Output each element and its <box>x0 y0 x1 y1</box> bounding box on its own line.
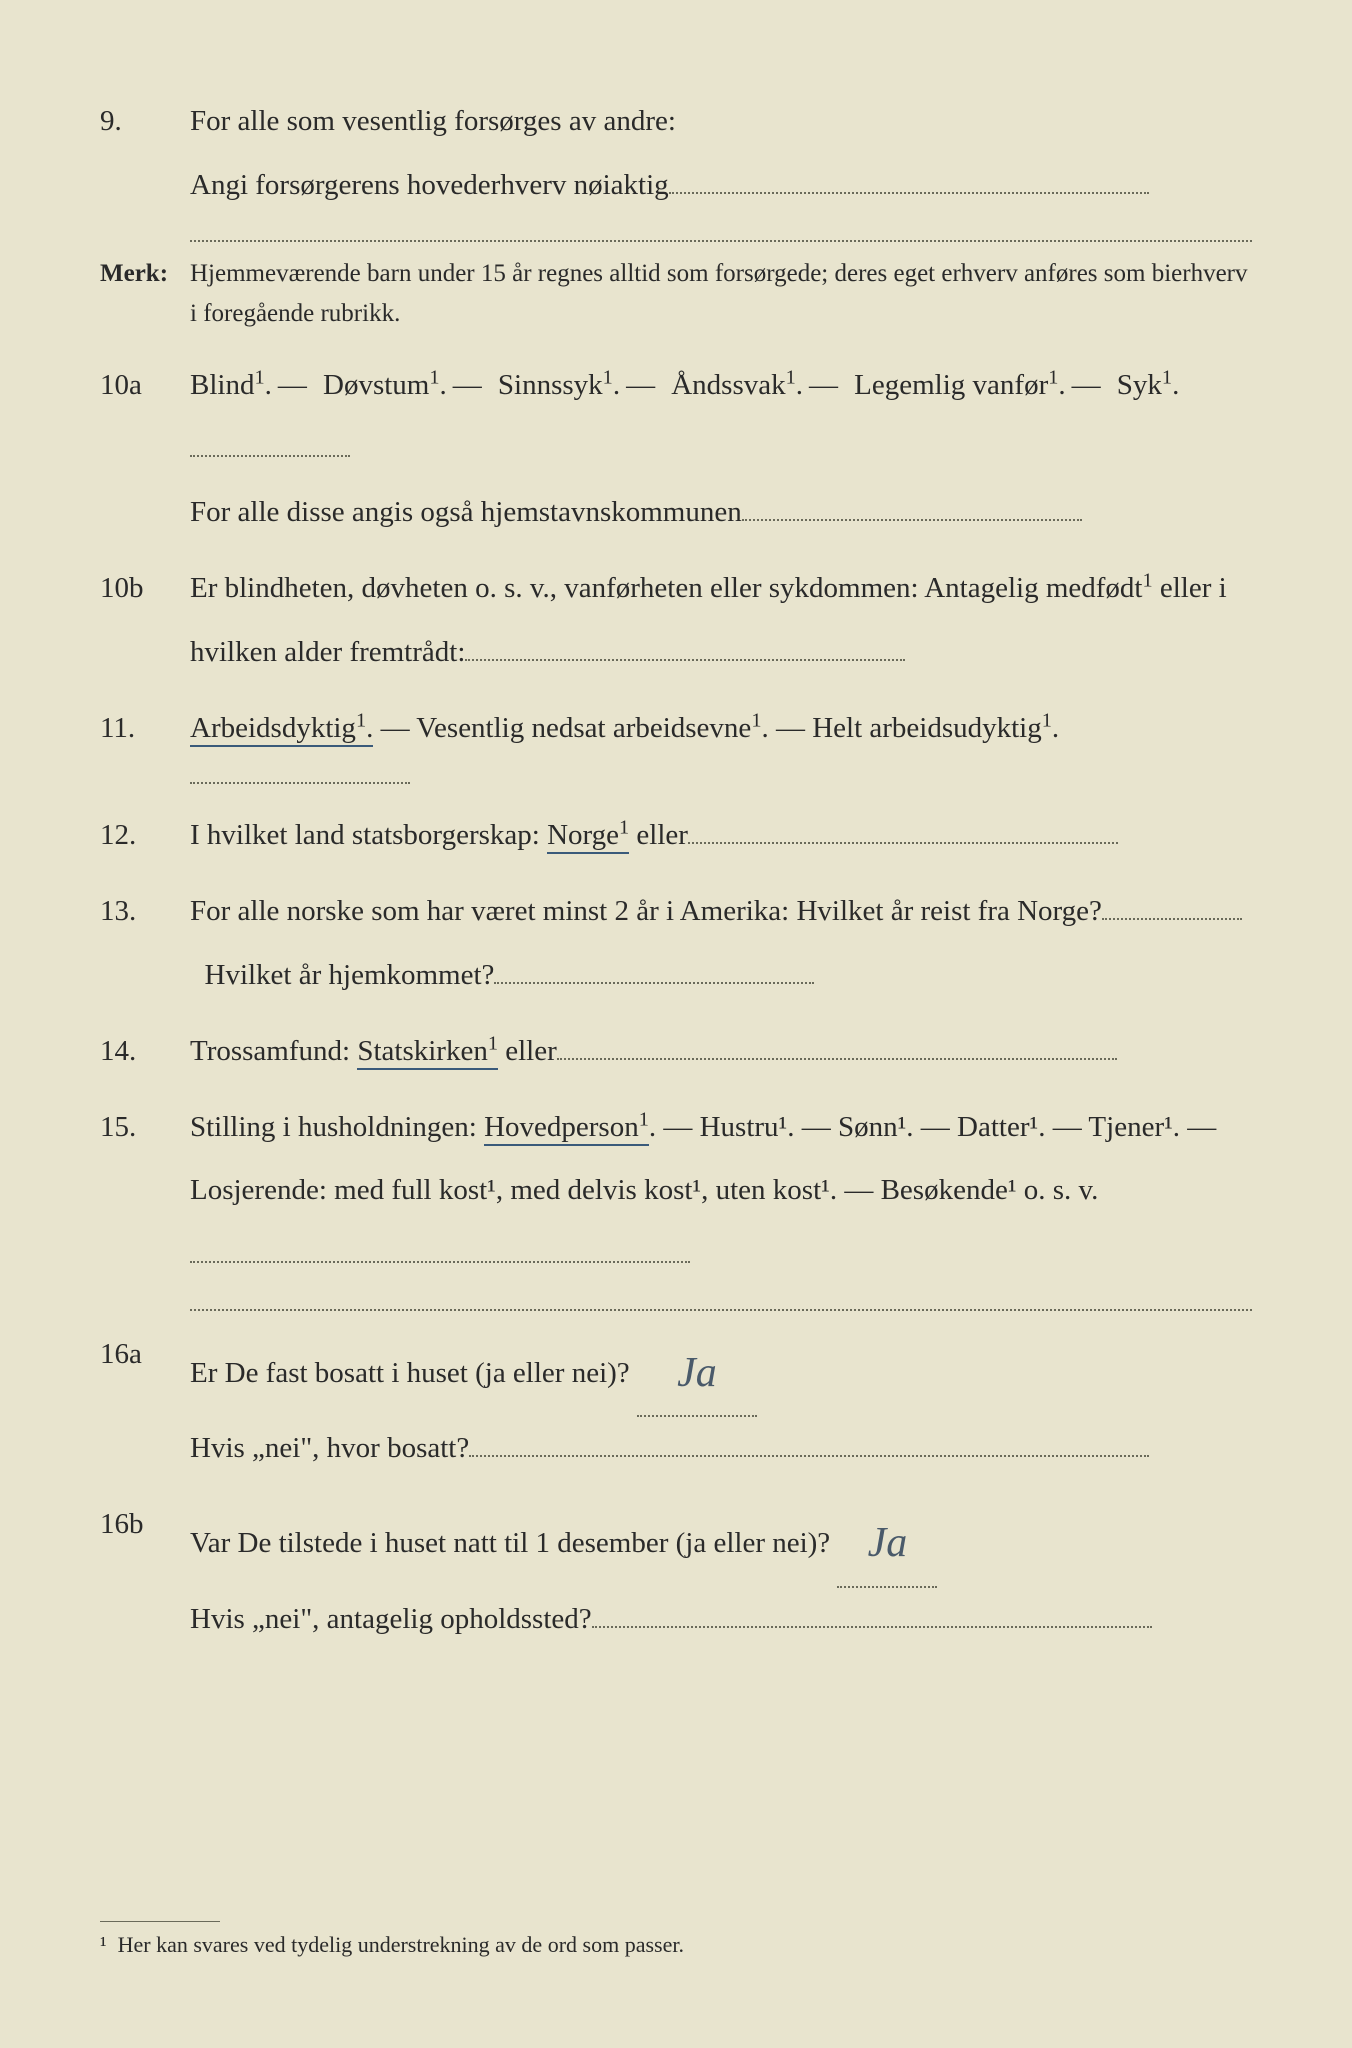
q16b-text2: Hvis „nei", antagelig opholdssted? <box>190 1603 592 1635</box>
question-11: 11. Arbeidsdyktig1. — Vesentlig nedsat a… <box>100 697 1252 761</box>
question-10a: 10a Blind1.— Døvstum1.— Sinnssyk1.— Ånds… <box>100 354 1252 545</box>
q16a-answer-field[interactable]: Ja <box>637 1323 757 1417</box>
q11-opt-arbeidsdyktig[interactable]: Arbeidsdyktig1. <box>190 712 373 747</box>
question-15: 15. Stilling i husholdningen: Hovedperso… <box>100 1096 1252 1287</box>
q13-text1: For alle norske som har været minst 2 år… <box>190 895 1102 927</box>
q16b-text1: Var De tilstede i huset natt til 1 desem… <box>190 1527 830 1559</box>
q12-text2: eller <box>636 819 688 851</box>
merk-text: Hjemmeværende barn under 15 år regnes al… <box>190 254 1252 334</box>
q16a-answer: Ja <box>677 1327 717 1419</box>
q9-blank[interactable] <box>669 192 1149 194</box>
q9-number: 9. <box>100 90 190 218</box>
q13-blank1[interactable] <box>1102 918 1242 920</box>
q10a-content: Blind1.— Døvstum1.— Sinnssyk1.— Åndssvak… <box>190 354 1252 545</box>
q10a-opt-vanfor[interactable]: Legemlig vanfør1. <box>854 369 1065 401</box>
question-14: 14. Trossamfund: Statskirken1 eller <box>100 1020 1252 1084</box>
q13-number: 13. <box>100 880 190 1008</box>
q10b-text1: Er blindheten, døvheten o. s. v., vanfør… <box>190 572 1142 604</box>
q13-content: For alle norske som har været minst 2 år… <box>190 880 1252 1008</box>
q10a-line3: For alle disse angis også hjemstavnskomm… <box>190 496 742 528</box>
q11-content: Arbeidsdyktig1. — Vesentlig nedsat arbei… <box>190 697 1252 761</box>
q14-blank[interactable] <box>557 1058 1117 1060</box>
q16a-content: Er De fast bosatt i huset (ja eller nei)… <box>190 1323 1252 1481</box>
q10b-blank[interactable] <box>465 659 905 661</box>
question-12: 12. I hvilket land statsborgerskap: Norg… <box>100 804 1252 868</box>
footnote-rule <box>100 1921 220 1922</box>
q11-sep1: — Vesentlig nedsat arbeidsevne <box>373 712 751 744</box>
merk-note: Merk: Hjemmeværende barn under 15 år reg… <box>100 254 1252 334</box>
footnote-marker: ¹ <box>100 1932 107 1957</box>
q10a-opt-syk[interactable]: Syk1. <box>1117 369 1180 401</box>
footnote-text: Her kan svares ved tydelig understreknin… <box>118 1932 684 1957</box>
q10a-opt-sinnssyk[interactable]: Sinnssyk1. <box>498 369 620 401</box>
q12-text1: I hvilket land statsborgerskap: <box>190 819 547 851</box>
q16b-answer: Ja <box>868 1497 908 1589</box>
q13-text2: Hvilket år hjemkommet? <box>205 959 495 991</box>
q16b-number: 16b <box>100 1493 190 1651</box>
q10a-blank2[interactable] <box>742 519 1082 521</box>
q15-number: 15. <box>100 1096 190 1287</box>
q9-line1: For alle som vesentlig forsørges av andr… <box>190 105 676 137</box>
census-form-page: 9. For alle som vesentlig forsørges av a… <box>0 0 1352 2048</box>
q12-content: I hvilket land statsborgerskap: Norge1 e… <box>190 804 1252 868</box>
q9-line2: Angi forsørgerens hovederhverv nøiaktig <box>190 169 669 201</box>
q9-content: For alle som vesentlig forsørges av andr… <box>190 90 1252 218</box>
q16b-answer-field[interactable]: Ja <box>837 1493 937 1587</box>
q10a-number: 10a <box>100 354 190 545</box>
q10a-opt-andssvak[interactable]: Åndssvak1. <box>671 369 803 401</box>
q10a-opt-blind[interactable]: Blind1. <box>190 369 272 401</box>
q16b-blank[interactable] <box>592 1626 1152 1628</box>
q13-blank2[interactable] <box>494 982 814 984</box>
footnote: ¹ Her kan svares ved tydelig understrekn… <box>100 1921 684 1958</box>
q10b-content: Er blindheten, døvheten o. s. v., vanfør… <box>190 557 1252 685</box>
divider-line-3 <box>190 1307 1252 1311</box>
question-10b: 10b Er blindheten, døvheten o. s. v., va… <box>100 557 1252 685</box>
q11-sep2: . — Helt arbeidsudyktig <box>761 712 1041 744</box>
q16a-number: 16a <box>100 1323 190 1481</box>
q12-blank[interactable] <box>688 842 1118 844</box>
q14-text2: eller <box>505 1035 557 1067</box>
question-16a: 16a Er De fast bosatt i huset (ja eller … <box>100 1323 1252 1481</box>
q14-number: 14. <box>100 1020 190 1084</box>
q12-opt-norge[interactable]: Norge1 <box>547 819 629 854</box>
q15-content: Stilling i husholdningen: Hovedperson1. … <box>190 1096 1252 1287</box>
q14-opt-statskirken[interactable]: Statskirken1 <box>357 1035 498 1070</box>
q10a-blank1[interactable] <box>190 455 350 457</box>
divider-line <box>190 238 1252 242</box>
q10a-opt-dovstum[interactable]: Døvstum1. <box>323 369 447 401</box>
q14-text1: Trossamfund: <box>190 1035 357 1067</box>
q15-blank[interactable] <box>190 1261 690 1263</box>
q16a-blank[interactable] <box>469 1455 1149 1457</box>
q15-opt-hovedperson[interactable]: Hovedperson1 <box>484 1111 649 1146</box>
q16a-text2: Hvis „nei", hvor bosatt? <box>190 1432 469 1464</box>
divider-line-2 <box>190 780 410 784</box>
merk-label: Merk: <box>100 254 190 334</box>
question-16b: 16b Var De tilstede i huset natt til 1 d… <box>100 1493 1252 1651</box>
q10b-number: 10b <box>100 557 190 685</box>
q14-content: Trossamfund: Statskirken1 eller <box>190 1020 1252 1084</box>
question-9: 9. For alle som vesentlig forsørges av a… <box>100 90 1252 218</box>
q12-number: 12. <box>100 804 190 868</box>
question-13: 13. For alle norske som har været minst … <box>100 880 1252 1008</box>
q16b-content: Var De tilstede i huset natt til 1 desem… <box>190 1493 1252 1651</box>
q15-text1: Stilling i husholdningen: <box>190 1111 484 1143</box>
q16a-text1: Er De fast bosatt i huset (ja eller nei)… <box>190 1357 630 1389</box>
q11-number: 11. <box>100 697 190 761</box>
